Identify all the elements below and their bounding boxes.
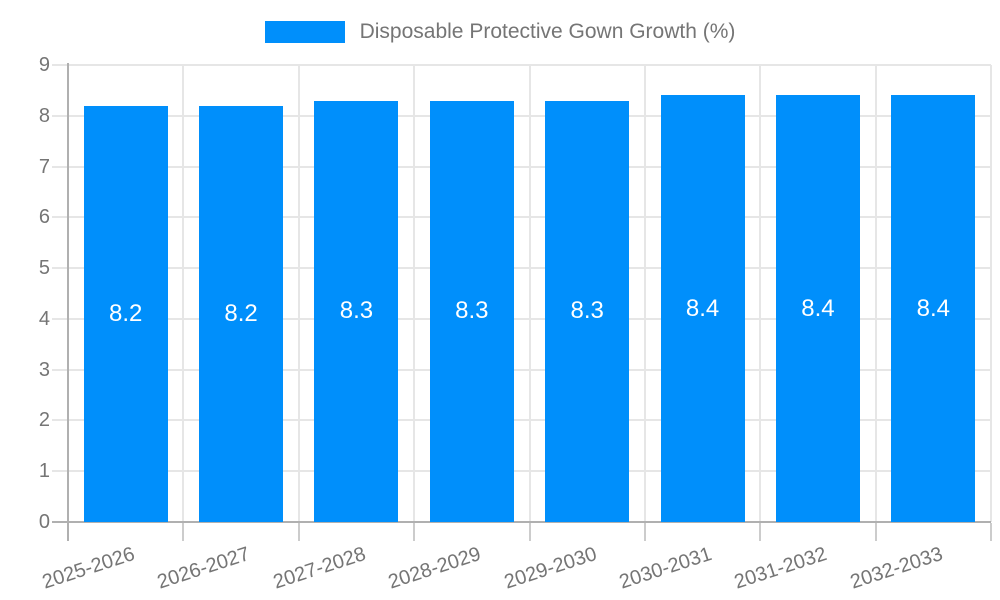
x-tick-mark (990, 523, 992, 541)
y-tick-label: 7 (38, 155, 50, 178)
x-tick-label: 2029-2030 (501, 543, 599, 594)
y-tick-mark (52, 64, 68, 66)
v-gridline (297, 65, 300, 522)
x-tick-label: 2032-2033 (847, 543, 946, 594)
bar[interactable]: 8.2 (199, 105, 284, 522)
x-tick-label: 2030-2031 (616, 543, 715, 594)
x-tick-mark (874, 523, 877, 541)
x-tick-mark (297, 523, 300, 541)
x-tick-label: 2031-2032 (731, 543, 830, 594)
y-tick-mark (52, 114, 68, 117)
bar-value-label: 8.4 (685, 294, 720, 322)
bar-value-label: 8.2 (224, 299, 258, 327)
bar-value-label: 8.3 (455, 297, 489, 325)
y-tick-mark (52, 317, 68, 320)
y-tick-label: 1 (38, 460, 50, 483)
y-tick-mark (52, 267, 68, 270)
y-tick-label: 6 (38, 206, 50, 229)
x-axis-baseline (52, 521, 991, 523)
x-tick-mark (413, 523, 416, 541)
bar[interactable]: 8.2 (83, 105, 168, 522)
v-gridline (528, 65, 531, 522)
bar[interactable]: 8.3 (429, 100, 514, 522)
v-gridline (990, 65, 992, 522)
y-tick-label: 0 (38, 511, 50, 533)
x-tick-mark (643, 523, 646, 541)
bar-value-label: 8.3 (570, 297, 604, 325)
x-tick-label: 2027-2028 (270, 543, 369, 594)
y-tick-label: 5 (38, 257, 50, 280)
legend-label: Disposable Protective Gown Growth (%) (359, 20, 736, 43)
v-gridline (182, 65, 185, 522)
bar[interactable]: 8.4 (891, 95, 976, 522)
bar-value-label: 8.2 (109, 299, 143, 327)
y-tick-mark (52, 470, 68, 473)
y-tick-label: 2 (38, 409, 50, 432)
y-tick-mark (52, 419, 68, 422)
v-gridline (643, 65, 646, 522)
x-tick-mark (528, 523, 531, 541)
y-tick-mark (52, 165, 68, 168)
bar-value-label: 8.3 (339, 297, 374, 325)
bar-value-label: 8.4 (801, 294, 835, 322)
y-tick-label: 8 (38, 104, 50, 127)
x-tick-label: 2026-2027 (155, 543, 253, 594)
bar[interactable]: 8.3 (545, 100, 630, 522)
legend-swatch (264, 21, 345, 43)
y-tick-label: 4 (38, 307, 50, 330)
v-gridline (413, 65, 416, 522)
x-tick-mark (759, 523, 762, 541)
v-gridline (759, 65, 762, 522)
y-tick-label: 3 (38, 358, 50, 381)
x-tick-label: 2025-2026 (39, 543, 138, 594)
bar[interactable]: 8.3 (314, 100, 399, 522)
bar-value-label: 8.4 (916, 294, 950, 322)
bar[interactable]: 8.4 (775, 95, 860, 522)
x-tick-mark (182, 523, 185, 541)
y-tick-mark (52, 368, 68, 371)
v-gridline (874, 65, 877, 522)
chart-legend[interactable]: Disposable Protective Gown Growth (%) (0, 20, 1000, 44)
y-tick-label: 9 (38, 54, 50, 76)
x-tick-label: 2028-2029 (385, 543, 484, 594)
y-axis-line (67, 63, 69, 541)
y-tick-mark (52, 216, 68, 219)
bar[interactable]: 8.4 (660, 95, 745, 522)
